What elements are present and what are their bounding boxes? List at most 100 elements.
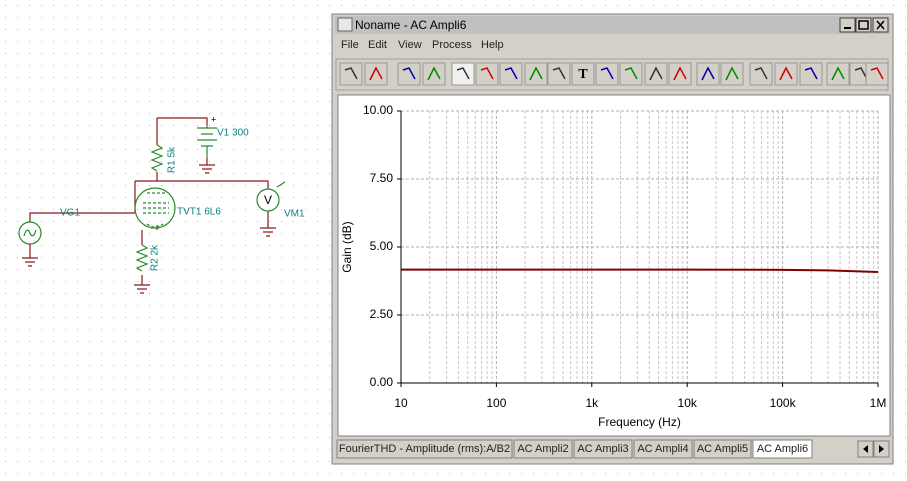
- tool-icon: [456, 67, 470, 80]
- tab[interactable]: [513, 439, 573, 459]
- tool-button[interactable]: [799, 62, 823, 86]
- menu-bar: File Edit View Process Help: [341, 39, 504, 51]
- tool-button[interactable]: [364, 62, 388, 86]
- tool-icon: [804, 67, 818, 80]
- tab-label: FourierTHD - Amplitude (rms):A/B2: [339, 443, 510, 455]
- tool-icon: [854, 67, 868, 80]
- resistor-r1: [150, 144, 164, 172]
- y-tick-label: 5.00: [370, 239, 394, 253]
- tab[interactable]: [573, 439, 633, 459]
- menu-item[interactable]: Edit: [368, 39, 387, 51]
- tool-icon: [779, 66, 793, 81]
- schematic: + V V1 300 R1 5k TVT1 6L6 VG1 VM1 R2 2k: [18, 114, 305, 294]
- tool-button[interactable]: [749, 62, 773, 86]
- tool-icon: [402, 67, 416, 80]
- app-icon: [337, 17, 353, 32]
- tool-icon: [600, 67, 614, 80]
- tool-button[interactable]: [774, 62, 798, 86]
- x-tick-label: 1M: [870, 396, 887, 410]
- tool-icon: [701, 66, 715, 81]
- menu-item[interactable]: Help: [481, 39, 504, 51]
- y-axis-label: Gain (dB): [340, 221, 354, 272]
- tool-icon: [649, 66, 663, 81]
- tool-button[interactable]: [339, 62, 363, 86]
- tool-button[interactable]: [826, 62, 850, 86]
- svg-text:+: +: [211, 114, 216, 124]
- menu-item[interactable]: Process: [432, 39, 472, 51]
- y-tick-label: 2.50: [370, 307, 394, 321]
- menu-item[interactable]: File: [341, 39, 359, 51]
- tab[interactable]: [752, 439, 813, 459]
- tool-button[interactable]: [619, 62, 643, 86]
- x-tick-label: 10k: [678, 396, 698, 410]
- tool-icon: [504, 67, 518, 80]
- x-tick-label: 100k: [770, 396, 797, 410]
- label: R2 2k: [150, 244, 161, 271]
- meter-symbol: V: [264, 193, 272, 207]
- tool-button[interactable]: [595, 62, 619, 86]
- tool-button[interactable]: [696, 62, 720, 86]
- axes: [400, 111, 878, 384]
- tool-icon: [480, 67, 494, 80]
- title-bar: [335, 16, 890, 34]
- tool-button[interactable]: [475, 62, 499, 86]
- window: Noname - AC Ampli6 File Edit View Process He…: [331, 13, 894, 465]
- tab[interactable]: [693, 439, 752, 459]
- tool-button[interactable]: [644, 62, 668, 86]
- tool-button[interactable]: [524, 62, 548, 86]
- y-tick-label: 0.00: [370, 375, 394, 389]
- x-tick-label: 10: [394, 396, 408, 410]
- tool-icon: [369, 66, 383, 81]
- label: VM1: [284, 209, 305, 220]
- y-tick-label: 10.00: [363, 103, 393, 117]
- tab[interactable]: [336, 439, 513, 459]
- minimize[interactable]: [839, 17, 856, 33]
- tool-icon: [754, 67, 768, 80]
- data-line: [401, 268, 879, 274]
- tool-text: T: [578, 67, 588, 82]
- tube: [134, 187, 176, 229]
- tool-button[interactable]: [571, 62, 595, 86]
- tab-bar: FourierTHD - Amplitude (rms):A/B2 AC Ampl…: [336, 439, 890, 459]
- tab[interactable]: [633, 439, 693, 459]
- tool-icon: [831, 66, 845, 81]
- tab-label: AC Ampli6: [757, 443, 808, 455]
- tool-button[interactable]: [499, 62, 523, 86]
- menu-item[interactable]: View: [398, 39, 422, 51]
- tool-button[interactable]: [720, 62, 744, 86]
- resistor-r2: [135, 244, 149, 272]
- plot-panel: [337, 94, 891, 437]
- x-axis-label: Frequency (Hz): [598, 415, 681, 429]
- tool-icon: [673, 66, 687, 81]
- voltmeter: [256, 188, 280, 212]
- tool-button[interactable]: [865, 62, 889, 86]
- tab-label: AC Ampli5: [697, 443, 748, 455]
- tab-label: AC Ampli3: [577, 443, 628, 455]
- window-buttons: [839, 17, 889, 33]
- tool-icon: [870, 67, 884, 80]
- toolbar: T: [335, 58, 889, 91]
- tool-icon: [725, 66, 739, 81]
- window-title: Noname - AC Ampli6: [355, 18, 467, 32]
- tool-button[interactable]: [397, 62, 421, 86]
- tool-button[interactable]: [422, 62, 446, 86]
- tool-icon: [344, 67, 358, 80]
- tab-label: AC Ampli2: [517, 443, 568, 455]
- tool-icon: [624, 67, 638, 80]
- x-tick-label: 1k: [585, 396, 599, 410]
- label: VG1: [60, 208, 80, 219]
- tab-label: AC Ampli4: [637, 443, 688, 455]
- y-tick-label: 7.50: [370, 171, 394, 185]
- tool-icon: [529, 66, 543, 81]
- battery: [197, 125, 217, 158]
- x-tick-label: 100: [486, 396, 506, 410]
- label: V1 300: [217, 128, 249, 139]
- tool-button[interactable]: [547, 62, 571, 86]
- tool-icon: [552, 67, 566, 80]
- label: TVT1 6L6: [177, 207, 221, 218]
- tool-icon: [427, 66, 441, 81]
- tool-button[interactable]: [451, 62, 475, 86]
- tool-button[interactable]: [668, 62, 692, 86]
- plot: 10 100 1k 10k 100k 1M 0.00 2.50 5.00 7.50 10.00 Fre…: [340, 103, 886, 429]
